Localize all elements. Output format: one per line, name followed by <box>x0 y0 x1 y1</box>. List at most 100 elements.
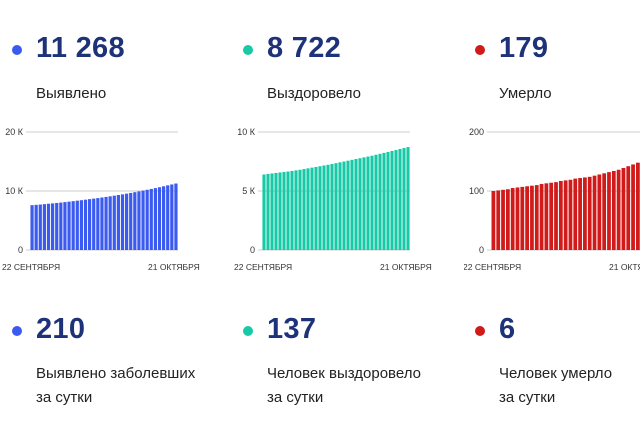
detected-bar <box>125 193 129 250</box>
recovered-bar <box>306 168 310 250</box>
recovered-bar <box>302 169 306 250</box>
detected-bar <box>145 189 149 250</box>
detected-y-tick-label: 20 К <box>5 127 24 137</box>
deaths-bar <box>530 185 534 250</box>
recovered-bar <box>366 156 370 250</box>
detected-bar <box>55 202 59 250</box>
recovered-bar <box>270 173 274 250</box>
detected-bar <box>170 184 174 250</box>
recovered-bar <box>362 157 366 250</box>
detected-bar <box>153 188 157 250</box>
recovered-bar <box>358 158 362 250</box>
recovered-bar <box>282 172 286 250</box>
detected-bar <box>71 201 75 250</box>
recovered-dot-icon <box>243 45 253 55</box>
recovered-x-start-label: 22 СЕНТЯБРЯ <box>234 262 292 272</box>
recovered-daily-value: 137 <box>267 313 317 345</box>
deaths-x-start-label: 22 СЕНТЯБРЯ <box>464 262 521 272</box>
deaths-bar <box>621 167 626 250</box>
recovered-label: Выздоровело <box>267 85 362 102</box>
detected-bar <box>96 198 100 250</box>
detected-bar <box>157 187 162 250</box>
detected-bar <box>174 183 178 250</box>
detected-bar <box>92 198 96 250</box>
recovered-daily-label-1: Человек выздоровело <box>267 365 421 382</box>
detected-bar <box>133 192 137 250</box>
recovered-bar <box>278 172 282 250</box>
detected-x-start-label: 22 СЕНТЯБРЯ <box>2 262 60 272</box>
deaths-y-tick-label: 100 <box>469 186 484 196</box>
deaths-bar <box>602 173 607 250</box>
recovered-bar <box>334 163 338 250</box>
detected-bar <box>79 200 83 250</box>
recovered-bar <box>290 170 294 250</box>
recovered-y-tick-label: 10 К <box>237 127 256 137</box>
recovered-bar <box>310 167 314 250</box>
detected-bar <box>83 199 88 250</box>
stat-column-recovered: 8 722 Выздоровело 0 5 К 10 К 22 СЕНТЯБРЯ 21 … <box>232 0 462 427</box>
recovered-bar <box>330 163 334 250</box>
recovered-bar <box>374 154 378 250</box>
deaths-bar <box>520 186 525 250</box>
recovered-bar <box>314 166 318 250</box>
detected-dot-icon <box>12 45 22 55</box>
deaths-bar <box>616 169 621 250</box>
recovered-bar <box>326 164 330 250</box>
recovered-bar <box>390 150 394 250</box>
detected-daily-value: 210 <box>36 313 86 345</box>
detected-daily-label-1: Выявлено заболевших <box>36 365 196 382</box>
deaths-bar <box>611 170 616 250</box>
detected-bar <box>141 190 145 250</box>
deaths-bar <box>597 174 602 250</box>
deaths-bar <box>563 180 568 250</box>
deaths-bar <box>549 182 554 250</box>
deaths-bar <box>505 189 510 250</box>
recovered-bar <box>378 153 382 250</box>
deaths-daily-label-1: Человек умерло <box>499 365 613 382</box>
detected-bar <box>116 195 120 250</box>
deaths-bar-chart: 0 100 200 22 СЕНТЯБРЯ 21 ОКТЯБРЯ <box>464 127 640 272</box>
recovered-bar <box>350 159 354 250</box>
recovered-bar <box>382 152 386 250</box>
recovered-bar <box>402 148 406 250</box>
recovered-bar <box>298 169 302 250</box>
deaths-bar <box>501 189 505 250</box>
recovered-bar <box>394 150 398 250</box>
detected-bar <box>34 204 38 250</box>
deaths-y-tick-label: 200 <box>469 127 484 137</box>
deaths-bar <box>558 180 563 250</box>
detected-bar <box>162 186 166 250</box>
deaths-bar <box>592 175 597 250</box>
deaths-bar <box>539 183 544 250</box>
recovered-bar <box>286 171 290 250</box>
deaths-bar <box>525 186 529 250</box>
detected-bar <box>88 199 92 250</box>
detected-bar <box>166 185 170 250</box>
recovered-bar <box>354 159 358 250</box>
detected-bar <box>137 191 141 250</box>
detected-bar <box>63 202 67 250</box>
deaths-bar <box>496 190 501 250</box>
detected-bar <box>42 204 46 250</box>
deaths-bar <box>515 187 520 250</box>
detected-bar <box>75 200 79 250</box>
deaths-bar <box>631 164 635 250</box>
detected-bar <box>129 192 133 250</box>
deaths-daily-dot-icon <box>475 326 485 336</box>
detected-daily-label-2: за сутки <box>36 389 93 406</box>
deaths-bar <box>626 166 631 250</box>
recovered-bar <box>338 162 342 250</box>
deaths-bar <box>573 178 578 250</box>
recovered-daily-dot-icon <box>243 326 253 336</box>
deaths-daily-value: 6 <box>499 313 516 345</box>
detected-label: Выявлено <box>36 85 107 102</box>
deaths-bar <box>578 178 582 250</box>
recovered-total: 8 722 <box>267 32 342 64</box>
deaths-bar <box>587 176 592 250</box>
deaths-label: Умерло <box>499 85 552 102</box>
deaths-bar <box>568 179 573 250</box>
detected-x-end-label: 21 ОКТЯБРЯ <box>148 262 200 272</box>
detected-bar <box>46 203 51 250</box>
recovered-bar <box>322 165 326 250</box>
recovered-bar <box>342 161 346 250</box>
